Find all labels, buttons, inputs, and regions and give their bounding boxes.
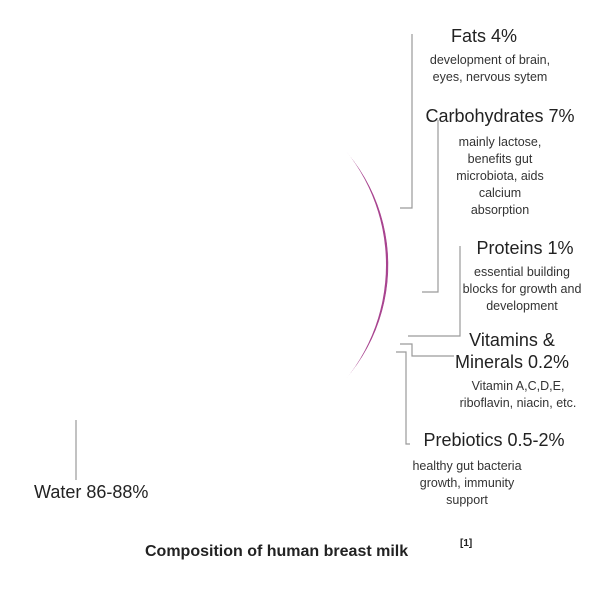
label-description-fats-4-1: development of brain, xyxy=(430,53,550,67)
label-description-prebiotics-0-5-2-3: support xyxy=(446,493,488,507)
leader-line-proteins-1 xyxy=(408,246,461,337)
leader-lines xyxy=(75,34,461,480)
label-description-fats-4-2: eyes, nervous sytem xyxy=(433,70,548,84)
chart-caption: Composition of human breast milk xyxy=(145,543,408,560)
label-description-carbohydrates-7-5: absorption xyxy=(471,203,529,217)
label-description-carbohydrates-7-4: calcium xyxy=(479,186,521,200)
label-title-vitamins-minerals-0-2-1: Vitamins & xyxy=(469,330,555,350)
label-description-prebiotics-0-5-2-1: healthy gut bacteria xyxy=(412,459,521,473)
label-title-carbohydrates-7: Carbohydrates 7% xyxy=(425,106,574,126)
label-title-fats-4: Fats 4% xyxy=(451,26,517,46)
label-description-carbohydrates-7-2: benefits gut xyxy=(468,152,533,166)
leader-line-vitamins-minerals-0-2 xyxy=(400,343,454,357)
leader-line-fats-4 xyxy=(400,34,413,209)
leader-line-prebiotics-0-5-2 xyxy=(396,351,410,445)
label-title-water-86-88: Water 86-88% xyxy=(34,482,148,502)
label-title-vitamins-minerals-0-2-2: Minerals 0.2% xyxy=(455,352,569,372)
label-description-proteins-1-2: blocks for growth and xyxy=(463,282,582,296)
chart-caption-reference: [1] xyxy=(460,538,472,549)
label-title-proteins-1: Proteins 1% xyxy=(476,238,573,258)
label-description-vitamins-minerals-0-2-2: riboflavin, niacin, etc. xyxy=(460,396,577,410)
leader-line-carbohydrates-7 xyxy=(422,120,439,293)
segment-labels: Fats 4% development of brain, eyes, nervou… xyxy=(34,26,581,507)
label-description-carbohydrates-7-1: mainly lactose, xyxy=(459,135,542,149)
label-description-prebiotics-0-5-2-2: growth, immunity xyxy=(420,476,515,490)
label-description-proteins-1-3: development xyxy=(486,299,558,313)
label-description-proteins-1-1: essential building xyxy=(474,265,570,279)
ring-hole xyxy=(20,82,386,448)
label-title-prebiotics-0-5-2: Prebiotics 0.5-2% xyxy=(423,430,564,450)
label-description-vitamins-minerals-0-2-1: Vitamin A,C,D,E, xyxy=(472,379,565,393)
label-description-carbohydrates-7-3: microbiota, aids xyxy=(456,169,544,183)
